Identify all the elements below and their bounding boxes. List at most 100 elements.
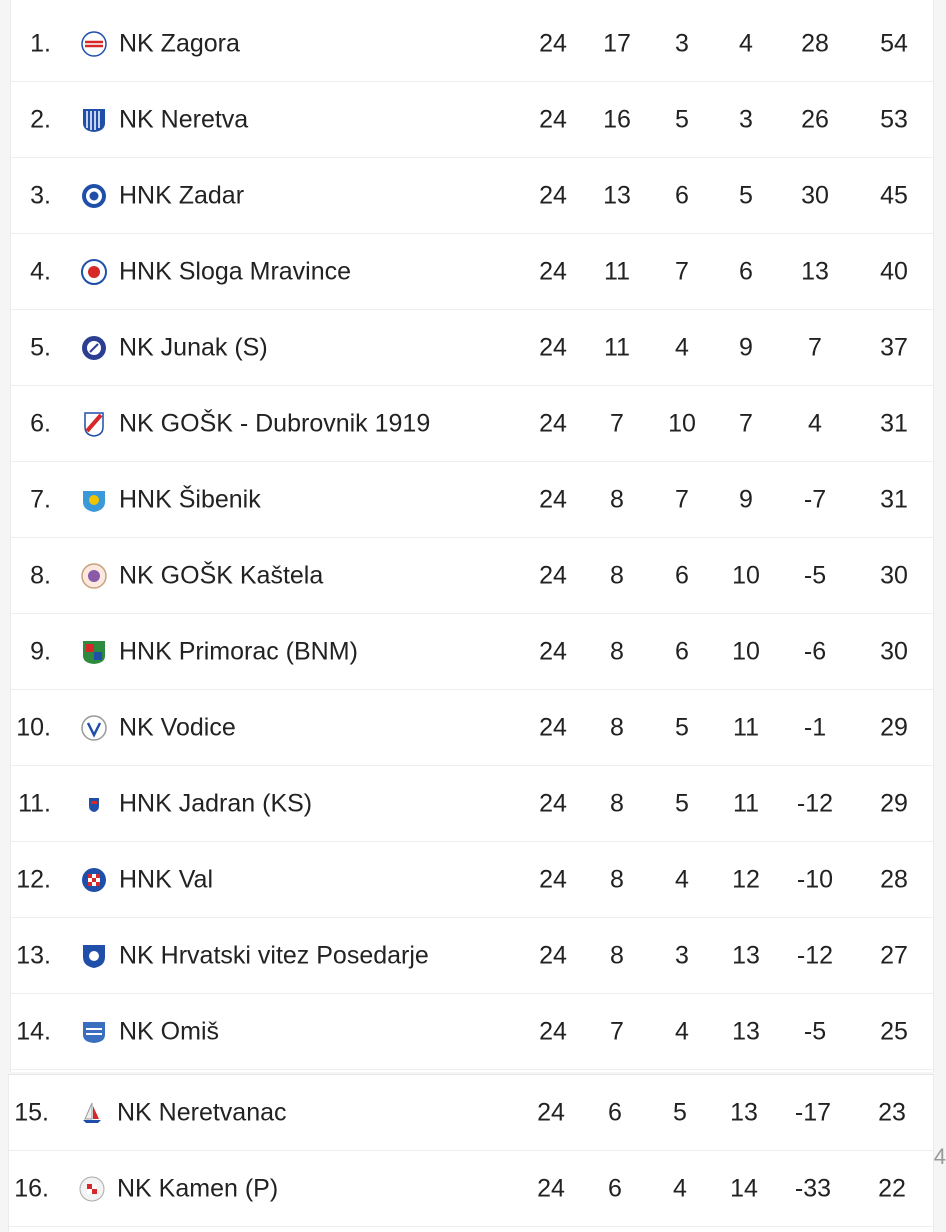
position-cell: 2. — [30, 105, 51, 133]
team-name[interactable]: NK GOŠK Kaštela — [119, 561, 324, 589]
hnk-jadran-crest-icon — [81, 791, 107, 817]
drawn-cell: 3 — [675, 29, 689, 57]
drawn-cell: 4 — [673, 1174, 687, 1202]
won-cell: 8 — [610, 941, 624, 969]
drawn-cell: 5 — [675, 713, 689, 741]
team-name[interactable]: NK GOŠK - Dubrovnik 1919 — [119, 409, 431, 437]
played-cell: 24 — [537, 1174, 565, 1202]
played-cell: 24 — [537, 1098, 565, 1126]
played-cell: 24 — [539, 485, 567, 513]
lost-cell: 12 — [732, 865, 760, 893]
hnk-sibenik-crest-icon — [81, 487, 107, 513]
drawn-cell: 7 — [675, 257, 689, 285]
table-row[interactable]: 10. NK Vodice 24 8 5 11 -1 29 — [11, 690, 933, 766]
played-cell: 24 — [539, 333, 567, 361]
table-row[interactable]: 7. HNK Šibenik 24 8 7 9 -7 31 — [11, 462, 933, 538]
played-cell: 24 — [539, 637, 567, 665]
won-cell: 8 — [610, 637, 624, 665]
played-cell: 24 — [539, 561, 567, 589]
position-cell: 1. — [30, 29, 51, 57]
points-cell: 45 — [880, 181, 908, 209]
position-cell: 5. — [30, 333, 51, 361]
drawn-cell: 6 — [675, 637, 689, 665]
goal-diff-cell: 28 — [801, 29, 829, 57]
table-row[interactable]: 15. NK Neretvanac 24 6 5 13 -17 23 — [9, 1075, 933, 1151]
table-row[interactable]: 3. HNK Zadar 24 13 6 5 30 45 — [11, 158, 933, 234]
table-row[interactable]: 5. NK Junak (S) 24 11 4 9 7 37 — [11, 310, 933, 386]
table-row[interactable]: 11. HNK Jadran (KS) 24 8 5 11 -12 29 — [11, 766, 933, 842]
goal-diff-cell: 30 — [801, 181, 829, 209]
position-cell: 3. — [30, 181, 51, 209]
team-name[interactable]: HNK Sloga Mravince — [119, 257, 352, 285]
goal-diff-cell: -33 — [794, 1174, 832, 1202]
position-cell: 7. — [30, 485, 51, 513]
drawn-cell: 4 — [675, 1017, 689, 1045]
team-name[interactable]: NK Hrvatski vitez Posedarje — [119, 941, 429, 969]
points-cell: 30 — [880, 561, 908, 589]
drawn-cell: 6 — [675, 181, 689, 209]
won-cell: 8 — [610, 865, 624, 893]
won-cell: 7 — [610, 1017, 624, 1045]
team-name[interactable]: HNK Primorac (BNM) — [119, 637, 358, 665]
team-name[interactable]: NK Vodice — [119, 713, 236, 741]
goal-diff-cell: -6 — [803, 637, 827, 665]
won-cell: 8 — [610, 561, 624, 589]
table-row[interactable]: 9. HNK Primorac (BNM) 24 8 6 10 -6 30 — [11, 614, 933, 690]
table-row[interactable]: 1. NK Zagora 24 17 3 4 28 54 — [11, 6, 933, 82]
table-row[interactable]: 6. NK GOŠK - Dubrovnik 1919 24 7 10 7 4 31 — [11, 386, 933, 462]
drawn-cell: 5 — [675, 105, 689, 133]
team-name[interactable]: NK Omiš — [119, 1017, 219, 1045]
won-cell: 16 — [603, 105, 631, 133]
played-cell: 24 — [539, 865, 567, 893]
won-cell: 8 — [610, 485, 624, 513]
nk-vodice-crest-icon — [81, 714, 107, 741]
table-row[interactable]: 12. HNK Val 24 8 4 12 -10 28 — [11, 842, 933, 918]
team-name[interactable]: HNK Jadran (KS) — [119, 789, 313, 817]
position-cell: 10. — [16, 713, 51, 741]
team-name[interactable]: HNK Zadar — [119, 181, 245, 209]
played-cell: 24 — [539, 181, 567, 209]
nk-neretvanac-crest-icon — [79, 1100, 105, 1126]
won-cell: 8 — [610, 713, 624, 741]
table-row[interactable]: 2. NK Neretva 24 16 5 3 26 53 — [11, 82, 933, 158]
points-cell: 40 — [880, 257, 908, 285]
lost-cell: 6 — [739, 257, 753, 285]
table-row[interactable]: 13. NK Hrvatski vitez Posedarje 24 8 3 13 -12 2… — [11, 918, 933, 994]
team-name[interactable]: NK Kamen (P) — [117, 1174, 279, 1202]
team-name[interactable]: HNK Šibenik — [119, 485, 261, 513]
drawn-cell: 5 — [673, 1098, 687, 1126]
position-cell: 16. — [14, 1174, 49, 1202]
table-row[interactable]: 14. NK Omiš 24 7 4 13 -5 25 — [11, 994, 933, 1070]
lost-cell: 11 — [733, 789, 759, 817]
nk-hrvatski-vitez-crest-icon — [81, 943, 107, 969]
played-cell: 24 — [539, 789, 567, 817]
team-name[interactable]: NK Junak (S) — [119, 333, 268, 361]
position-cell: 8. — [30, 561, 51, 589]
table-row[interactable]: 4. HNK Sloga Mravince 24 11 7 6 13 40 — [11, 234, 933, 310]
won-cell: 7 — [610, 409, 624, 437]
lost-cell: 9 — [739, 485, 753, 513]
goal-diff-cell: 4 — [808, 409, 822, 437]
lost-cell: 7 — [739, 409, 753, 437]
won-cell: 17 — [603, 29, 631, 57]
won-cell: 6 — [608, 1098, 622, 1126]
position-cell: 9. — [30, 637, 51, 665]
team-name[interactable]: NK Neretvanac — [117, 1098, 287, 1126]
points-cell: 30 — [880, 637, 908, 665]
team-name[interactable]: NK Neretva — [119, 105, 249, 133]
team-name[interactable]: NK Zagora — [119, 29, 240, 57]
won-cell: 11 — [604, 257, 630, 285]
won-cell: 13 — [603, 181, 631, 209]
points-cell: 28 — [880, 865, 908, 893]
table-row[interactable]: 16. NK Kamen (P) 24 6 4 14 -33 22 — [9, 1151, 933, 1227]
lost-cell: 3 — [739, 105, 753, 133]
nk-junak-crest-icon — [81, 335, 107, 361]
team-name[interactable]: HNK Val — [119, 865, 214, 893]
goal-diff-cell: 7 — [808, 333, 822, 361]
table-row[interactable]: 8. NK GOŠK Kaštela 24 8 6 10 -5 30 — [11, 538, 933, 614]
played-cell: 24 — [539, 105, 567, 133]
nk-zagora-crest-icon — [81, 30, 107, 57]
position-cell: 13. — [16, 941, 51, 969]
position-cell: 11. — [18, 789, 51, 817]
points-cell: 22 — [878, 1174, 906, 1202]
